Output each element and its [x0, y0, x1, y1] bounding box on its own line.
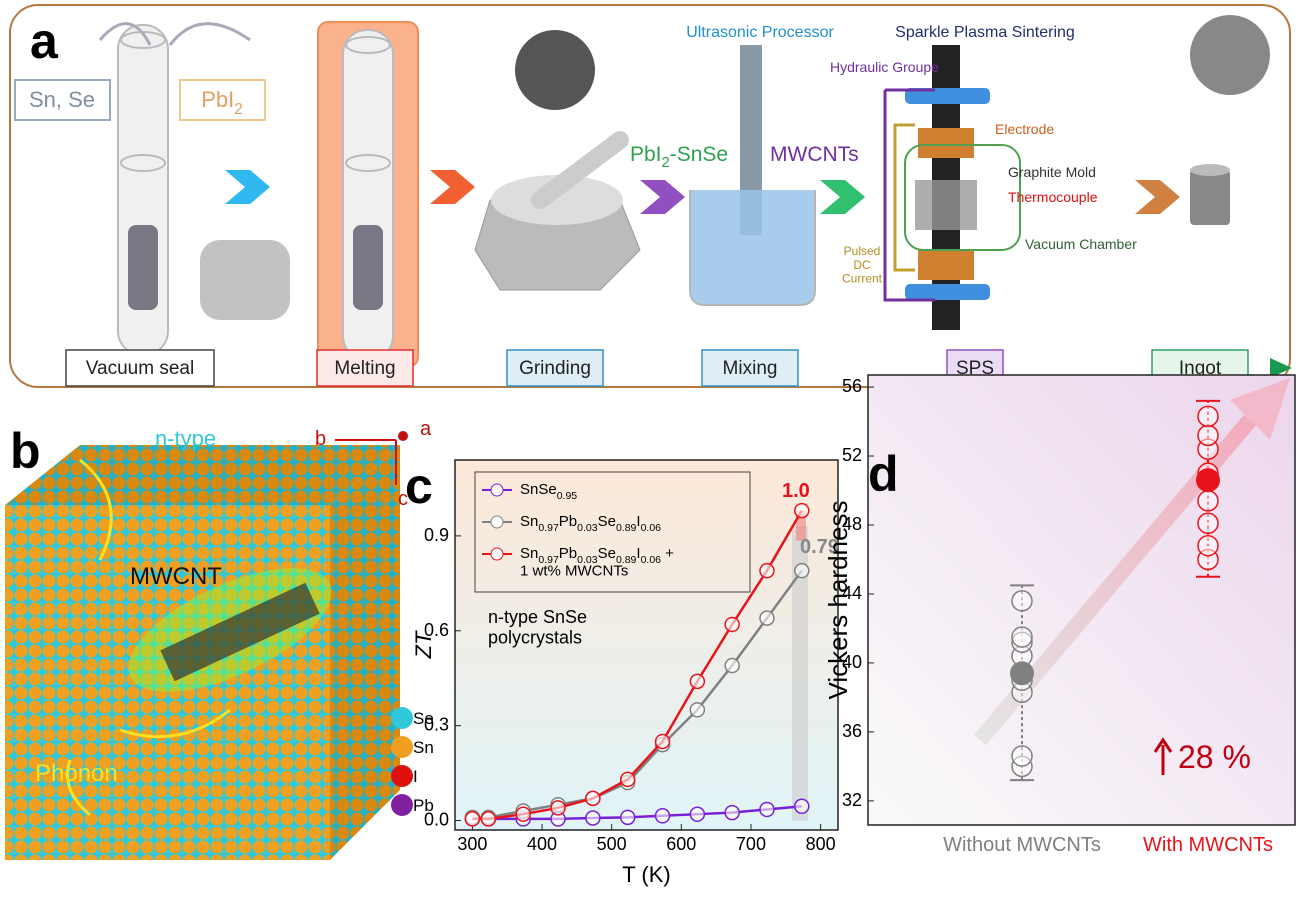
data-point: [621, 772, 635, 786]
step-label: Grinding: [519, 358, 591, 379]
label: Thermocouple: [1008, 189, 1098, 205]
step-label: Mixing: [723, 358, 778, 379]
y-tick-label: 0.3: [424, 714, 449, 734]
legend-marker: [491, 516, 503, 528]
data-point: [551, 801, 565, 815]
data-point: [725, 659, 739, 673]
x-tick-label: With MWCNTs: [1143, 834, 1273, 856]
data-point: [1012, 591, 1032, 611]
data-point: [690, 674, 704, 688]
panel-letter: b: [10, 423, 41, 479]
data-point: [1198, 491, 1218, 511]
electrode: [918, 128, 974, 158]
legend-marker: [491, 548, 503, 560]
data-point: [760, 611, 774, 625]
photo: [1190, 15, 1270, 95]
y-axis-title: Vickers hardness: [823, 501, 853, 700]
y-tick-label: 56: [842, 376, 862, 396]
x-tick-label: Without MWCNTs: [943, 834, 1101, 856]
axis-label: b: [315, 428, 326, 450]
legend-marker: [491, 484, 503, 496]
ingot: [1190, 164, 1230, 176]
label: MWCNT: [130, 563, 222, 590]
photo: [200, 240, 290, 320]
data-point: [1198, 425, 1218, 445]
data-point: [760, 802, 774, 816]
atom-label: I: [413, 767, 418, 786]
label: Sn, Se: [29, 87, 95, 112]
data-point: [1012, 627, 1032, 647]
label: Hydraulic Groupe: [830, 59, 939, 75]
atom-label: Sn: [413, 738, 434, 757]
data-point: [656, 734, 670, 748]
x-axis-title: T (K): [622, 862, 670, 887]
step-label: Melting: [334, 358, 395, 379]
axis-dot: [398, 431, 408, 441]
note: n-type SnSepolycrystals: [488, 607, 587, 648]
panel-letter: c: [405, 458, 433, 514]
data-point: [481, 812, 495, 826]
annotation: 28 %: [1178, 739, 1251, 775]
electrode: [918, 250, 974, 280]
data-point: [621, 810, 635, 824]
data-point: [795, 564, 809, 578]
data-point: [690, 807, 704, 821]
panel-frame: [10, 5, 1290, 387]
y-tick-label: 52: [842, 445, 862, 465]
label: Phonon: [35, 760, 118, 787]
figure: a Sn, Se PbI2 Ultrasonic Processor PbI2-…: [0, 0, 1303, 892]
data-point: [1198, 406, 1218, 426]
data-point: [465, 812, 479, 826]
data-point: [586, 791, 600, 805]
x-tick-label: 800: [806, 834, 836, 854]
label: MWCNTs: [770, 143, 859, 166]
label: Graphite Mold: [1008, 164, 1096, 180]
annotation: 1.0: [782, 480, 810, 502]
panel-letter: a: [30, 13, 59, 69]
atom-swatch: [391, 765, 413, 787]
ingot: [1190, 170, 1230, 225]
x-tick-label: 600: [666, 834, 696, 854]
atom-swatch: [391, 736, 413, 758]
data-point: [725, 806, 739, 820]
x-tick-label: 300: [457, 834, 487, 854]
mean-point: [1196, 468, 1220, 492]
data-point: [725, 617, 739, 631]
x-tick-label: 700: [736, 834, 766, 854]
data-point: [1012, 746, 1032, 766]
y-tick-label: 32: [842, 790, 862, 810]
atom-swatch: [391, 794, 413, 816]
mold: [915, 180, 977, 230]
mean-point: [1010, 661, 1034, 685]
data-point: [795, 504, 809, 518]
crystal: [330, 445, 400, 860]
axis-label: a: [420, 418, 432, 440]
label: Electrode: [995, 121, 1054, 137]
data-point: [760, 564, 774, 578]
data-point: [586, 811, 600, 825]
data-point: [516, 807, 530, 821]
x-tick-label: 400: [527, 834, 557, 854]
panel-letter: d: [868, 446, 899, 502]
label: n-type: [155, 426, 216, 451]
powder: [515, 30, 595, 110]
label: Sparkle Plasma Sintering: [895, 24, 1075, 41]
y-axis-title: ZT: [411, 630, 436, 659]
data-point: [795, 799, 809, 813]
data-point: [1198, 513, 1218, 533]
data-point: [656, 809, 670, 823]
y-tick-label: 36: [842, 721, 862, 741]
label: Vacuum Chamber: [1025, 236, 1137, 252]
y-tick-label: 0.9: [424, 525, 449, 545]
label: Ultrasonic Processor: [686, 24, 834, 41]
atom-swatch: [391, 707, 413, 729]
x-tick-label: 500: [597, 834, 627, 854]
data-point: [690, 703, 704, 717]
data-point: [1198, 536, 1218, 556]
beaker: [690, 190, 815, 305]
plate: [905, 284, 990, 300]
step-label: Vacuum seal: [86, 358, 194, 379]
y-tick-label: 0.0: [424, 809, 449, 829]
